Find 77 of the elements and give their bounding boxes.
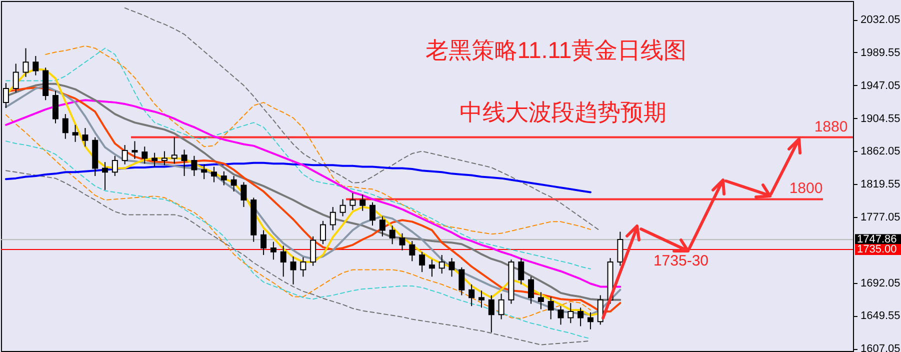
- candlestick: [320, 220, 326, 245]
- candlestick: [548, 296, 554, 320]
- candlestick: [528, 276, 534, 304]
- candlestick: [191, 155, 198, 176]
- candlestick: [52, 90, 58, 124]
- y-tick-label: 1819.55: [860, 178, 900, 191]
- y-tick-label: 1862.05: [860, 146, 900, 158]
- y-tick-label: 1649.55: [860, 310, 900, 322]
- candlestick: [112, 155, 118, 176]
- candlestick: [617, 231, 624, 266]
- candlestick: [538, 292, 544, 310]
- candlestick: [428, 259, 435, 278]
- candlestick: [568, 302, 574, 324]
- candlestick: [142, 146, 148, 164]
- annotation: 1735-30: [653, 252, 709, 270]
- candlestick: [350, 192, 356, 211]
- candlestick: [488, 294, 494, 333]
- y-tick-label: 1989.55: [860, 46, 900, 59]
- candlestick: [260, 230, 267, 256]
- candlestick: [22, 48, 29, 78]
- candlestick: [409, 240, 416, 262]
- candlestick: [32, 55, 39, 76]
- candlestick: [587, 312, 594, 330]
- candlestick: [389, 225, 396, 245]
- ref-line-label: 1747.86: [857, 234, 897, 246]
- line-series: [5, 140, 591, 340]
- candlestick: [82, 127, 88, 148]
- candlestick: [270, 241, 276, 260]
- candlestick: [171, 136, 178, 164]
- candlestick: [478, 290, 484, 308]
- candlestick: [379, 216, 386, 237]
- y-tick-label: 1607.05: [860, 343, 900, 352]
- candlestick: [438, 254, 445, 274]
- candlestick: [518, 258, 524, 285]
- candlestick: [161, 150, 168, 166]
- candlestick: [230, 176, 237, 192]
- candlestick: [122, 144, 128, 165]
- candlestick: [220, 170, 227, 186]
- y-tick-label: 1692.05: [860, 277, 900, 290]
- y-tick-label: 1904.55: [860, 112, 900, 125]
- candlestick: [419, 251, 426, 273]
- candlestick: [468, 284, 475, 307]
- candlestick: [72, 124, 78, 142]
- candlestick: [132, 140, 138, 160]
- ref-line-label: 1800: [789, 180, 823, 198]
- candlestick: [498, 293, 504, 320]
- candlestick: [12, 63, 19, 93]
- candlestick: [181, 149, 188, 176]
- candlestick: [458, 266, 465, 296]
- candlestick: [448, 258, 455, 278]
- candlestick: [558, 306, 564, 326]
- line-series: [4, 162, 592, 194]
- candlestick: [152, 152, 158, 168]
- candlestick: [340, 198, 346, 217]
- candlestick: [240, 182, 247, 208]
- candlestick: [62, 114, 68, 140]
- candlestick: [399, 232, 406, 251]
- candlestick: [370, 202, 376, 226]
- candlestick: [597, 294, 604, 326]
- candlestick: [211, 166, 217, 183]
- text: 老黑策略11.11黄金日线图: [425, 37, 687, 63]
- candlestick: [330, 206, 336, 231]
- candlestick: [102, 162, 108, 190]
- candlestick: [280, 245, 286, 278]
- candlestick: [310, 236, 316, 266]
- candlestick: [201, 164, 208, 180]
- text: 中线大波段趋势预期: [460, 99, 666, 125]
- y-tick-label: 2032.05: [860, 14, 900, 26]
- candlestick: [300, 256, 306, 278]
- y-tick-label: 1947.05: [860, 80, 900, 92]
- ref-line-label: 1880: [814, 118, 848, 136]
- candlestick: [290, 256, 296, 285]
- candlestick: [360, 194, 366, 212]
- candlestick: [578, 307, 584, 327]
- ref-line-label: 1735.00: [857, 244, 897, 256]
- y-tick-label: 1777.05: [860, 212, 900, 224]
- line-series: [5, 170, 591, 346]
